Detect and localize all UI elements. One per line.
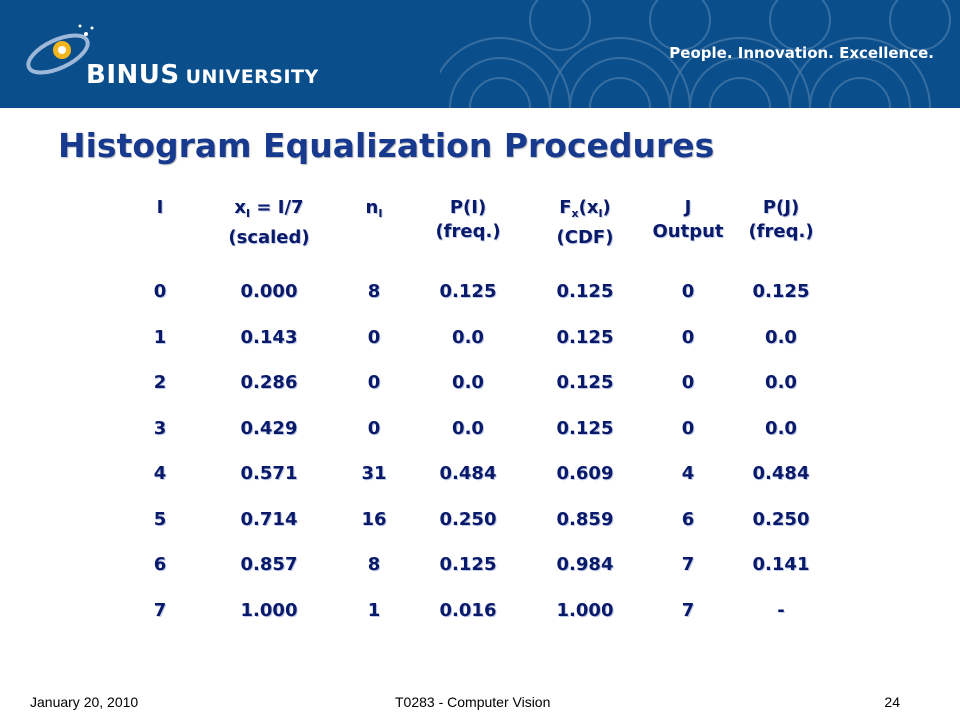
logo-emblem-icon: [26, 24, 94, 75]
brand-main: BINUS: [86, 60, 180, 90]
header-n: nI: [344, 196, 404, 226]
header-x-sublabel: (scaled): [228, 227, 310, 248]
header-cdf: Fx(xI) (CDF): [530, 196, 640, 250]
tagline: People. Innovation. Excellence.: [669, 44, 934, 62]
footer-course: T0283 - Computer Vision: [395, 694, 551, 710]
cell-i: 4: [153, 463, 167, 484]
cell-n: 16: [361, 508, 387, 530]
cell-n: 0: [367, 326, 381, 348]
cell-p-i: 0.0: [452, 372, 484, 393]
brand-sub: UNIVERSITY: [185, 66, 319, 88]
header-i: I: [140, 196, 180, 220]
cell-p-j: 0.250: [752, 508, 810, 530]
cell-p-i: 0.0: [452, 326, 484, 348]
cell-x-scaled: 0.571: [240, 463, 298, 484]
cell-i: 2: [153, 372, 167, 393]
header-p-j-sublabel: (freq.): [748, 221, 814, 242]
slide-title: Histogram Equalization Procedures: [58, 126, 715, 165]
cell-x-scaled: 0.857: [240, 554, 298, 575]
header-p-i: P(I) (freq.): [418, 196, 518, 244]
cell-n: 1: [367, 599, 381, 621]
cell-p-j: 0.484: [752, 463, 810, 484]
header-x-scaled: xI = I/7 (scaled): [214, 196, 324, 250]
cell-i: 5: [153, 508, 167, 530]
cell-n: 8: [367, 281, 381, 302]
header-p-i-sublabel: (freq.): [435, 221, 501, 242]
cell-cdf: 0.609: [556, 463, 614, 484]
cell-p-i: 0.484: [439, 463, 497, 484]
binus-logo: [18, 14, 318, 100]
cell-i: 6: [153, 554, 167, 575]
cell-p-j: 0.0: [765, 372, 797, 393]
cell-j: 7: [681, 599, 695, 621]
header-j-sublabel: Output: [652, 221, 724, 242]
header-j: J Output: [648, 196, 728, 244]
header-x-label: xI = I/7: [234, 197, 304, 220]
header-i-label: I: [156, 197, 164, 218]
cell-i: 7: [153, 599, 167, 621]
cell-p-i: 0.250: [439, 508, 497, 530]
cell-cdf: 0.859: [556, 508, 614, 530]
cell-n: 0: [367, 372, 381, 393]
cell-n: 31: [361, 463, 387, 484]
cell-p-j: 0.125: [752, 281, 810, 302]
cell-i: 3: [153, 417, 167, 439]
cell-cdf: 0.125: [556, 417, 614, 439]
cell-j: 0: [681, 326, 695, 348]
cell-j: 0: [681, 417, 695, 439]
cell-p-j: -: [777, 599, 785, 621]
header-f-sub: x: [571, 207, 579, 220]
wave-pattern: [440, 0, 951, 108]
header-n-sub: I: [378, 207, 383, 220]
header-x-sub: I: [246, 207, 251, 220]
cell-j: 0: [681, 281, 695, 302]
cell-i: 1: [153, 326, 167, 348]
brand-name: BINUS UNIVERSITY: [86, 60, 319, 90]
header-n-label: nI: [365, 197, 383, 220]
cell-x-scaled: 0.286: [240, 372, 298, 393]
header-p-j: P(J) (freq.): [726, 196, 836, 244]
cell-cdf: 0.125: [556, 281, 614, 302]
cell-x-scaled: 0.143: [240, 326, 298, 348]
cell-i: 0: [153, 281, 167, 302]
cell-p-i: 0.016: [439, 599, 497, 621]
cell-p-i: 0.125: [439, 554, 497, 575]
header-cdf-label: Fx(xI): [559, 197, 611, 220]
cell-cdf: 0.125: [556, 326, 614, 348]
cell-x-scaled: 0.429: [240, 417, 298, 439]
cell-j: 7: [681, 554, 695, 575]
cell-x-scaled: 1.000: [240, 599, 298, 621]
cell-j: 0: [681, 372, 695, 393]
cell-cdf: 0.125: [556, 372, 614, 393]
cell-j: 4: [681, 463, 695, 484]
cell-cdf: 0.984: [556, 554, 614, 575]
header-p-i-label: P(I): [449, 197, 487, 218]
footer-page-number: 24: [884, 694, 900, 710]
cell-j: 6: [681, 508, 695, 530]
header-cdf-sublabel: (CDF): [556, 227, 614, 248]
cell-p-j: 0.141: [752, 554, 810, 575]
cell-x-scaled: 0.714: [240, 508, 298, 530]
cell-cdf: 1.000: [556, 599, 614, 621]
cell-x-scaled: 0.000: [240, 281, 298, 302]
cell-p-j: 0.0: [765, 417, 797, 439]
footer-date: January 20, 2010: [30, 694, 139, 710]
cell-n: 0: [367, 417, 381, 439]
cell-p-j: 0.0: [765, 326, 797, 348]
header-p-j-label: P(J): [762, 197, 800, 218]
cell-p-i: 0.125: [439, 281, 497, 302]
cell-p-i: 0.0: [452, 417, 484, 439]
header-banner: BINUS UNIVERSITY People. Innovation. Exce…: [0, 0, 960, 108]
header-j-label: J: [684, 197, 692, 218]
header-fx-sub: I: [598, 207, 603, 220]
cell-n: 8: [367, 554, 381, 575]
